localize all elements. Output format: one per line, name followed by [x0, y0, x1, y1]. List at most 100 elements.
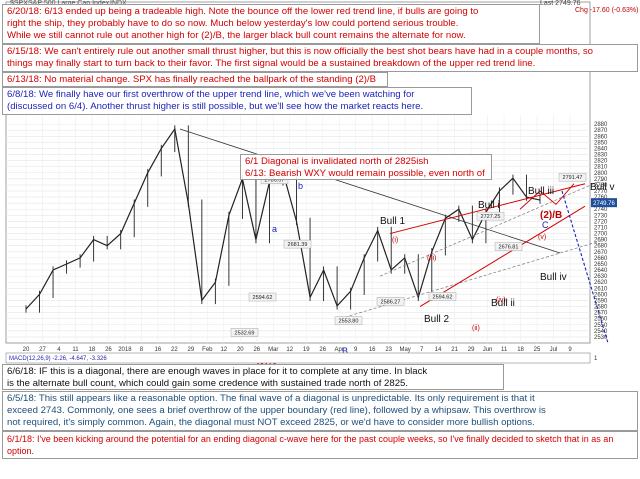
- date-tick-label: 9: [354, 347, 358, 353]
- price-tick-label: 2730: [594, 213, 608, 219]
- price-tick-label: 2560: [594, 317, 608, 323]
- wave-label: C: [542, 220, 549, 230]
- note-invalidation: 6/1 Diagonal is invalidated north of 282…: [240, 154, 492, 180]
- price-tick-label: 2650: [594, 262, 608, 268]
- date-tick-label: 26: [319, 347, 326, 353]
- price-tick-label: 2840: [594, 146, 608, 152]
- price-tick-label: 2860: [594, 134, 608, 140]
- note-6-5-18: 6/5/18: This still appears like a reason…: [2, 391, 638, 431]
- price-tick-label: 2850: [594, 140, 608, 146]
- price-level-box: [376, 297, 405, 306]
- chart-exchange: INDX: [110, 0, 127, 7]
- price-level-box: [428, 292, 457, 301]
- last-price-label: 2749.76: [593, 201, 615, 207]
- macd-label: MACD(12,26,9) -2.26, -4.647, -3.326: [9, 356, 107, 362]
- price-level-label: 2586.27: [381, 299, 401, 305]
- price-level-box: [283, 239, 312, 249]
- projection-path: [561, 190, 609, 344]
- date-tick-label: 12: [286, 347, 293, 353]
- date-tick-label: 25: [534, 347, 541, 353]
- price-tick-label: 2760: [594, 195, 608, 201]
- note-6-13-18: 6/13/18: No material change. SPX has fin…: [2, 72, 388, 87]
- date-tick-label: 29: [468, 347, 475, 353]
- date-tick-label: Jun: [483, 347, 493, 353]
- date-tick-label: 27: [39, 347, 46, 353]
- wave-label: a: [272, 224, 277, 234]
- wave-label: B: [342, 346, 348, 356]
- chart-index-name: S&P 500 Large Cap Index: [28, 0, 109, 7]
- date-tick-label: 7: [420, 347, 424, 353]
- wave-label: Bull 1: [380, 216, 405, 227]
- trend-line-red-lower: [419, 205, 586, 307]
- macd-panel: [5, 352, 591, 364]
- note-6-6-18: 6/6/18: IF this is a diagonal, there are…: [2, 364, 504, 390]
- date-tick-label: 16: [369, 347, 376, 353]
- price-tick-label: 2610: [594, 286, 608, 292]
- price-level-label: 2532.69: [235, 330, 255, 336]
- wave-label: (2)/B: [540, 210, 562, 221]
- price-tick-label: 2640: [594, 268, 608, 274]
- date-tick-label: Apr: [335, 347, 344, 353]
- price-level-label: 2727.25: [481, 214, 501, 220]
- price-tick-label: 2800: [594, 171, 608, 177]
- date-tick-label: 11: [501, 347, 508, 353]
- price-tick-label: 2810: [594, 165, 608, 171]
- wave-label: (iii): [427, 255, 436, 262]
- wave-label: Bull 2: [424, 314, 449, 325]
- price-level-box: [476, 211, 505, 221]
- price-level-label: 2594.62: [253, 295, 273, 301]
- price-tick-label: 2880: [594, 122, 608, 128]
- price-tick-label: 2550: [594, 323, 608, 329]
- price-tick-label: 2830: [594, 153, 608, 159]
- date-tick-label: 22: [171, 347, 178, 353]
- date-tick-label: 2018: [118, 347, 132, 353]
- price-tick-label: 2700: [594, 232, 608, 238]
- chart-change-value: Chg -17.60 (-0.63%): [575, 7, 639, 14]
- date-tick-label: Mar: [268, 347, 278, 353]
- price-level-box: [248, 292, 277, 302]
- price-tick-label: 2820: [594, 159, 608, 165]
- price-tick-label: 2790: [594, 177, 608, 183]
- price-tick-label: 2780: [594, 183, 608, 189]
- price-tick-label: 2630: [594, 274, 608, 280]
- date-tick-label: 23: [385, 347, 392, 353]
- last-price-marker: [591, 198, 617, 208]
- date-tick-label: 18: [89, 347, 96, 353]
- date-tick-label: 21: [451, 347, 458, 353]
- price-tick-label: 2680: [594, 244, 608, 250]
- note-6-15-18: 6/15/18: We can't entirely rule out anot…: [2, 44, 638, 72]
- date-tick-label: 4: [57, 347, 61, 353]
- date-tick-label: 8: [140, 347, 144, 353]
- price-tick-label: 2660: [594, 256, 608, 262]
- price-tick-label: 2600: [594, 292, 608, 298]
- chart-last-value: Last 2749.76: [540, 0, 581, 7]
- date-tick-label: 11: [72, 347, 79, 353]
- date-tick-label: 9: [568, 347, 572, 353]
- note-6-20-18: 6/20/18: 6/13 ended up being a tradeable…: [2, 4, 540, 44]
- date-tick-label: 26: [253, 347, 260, 353]
- price-level-label: 2786.57: [265, 178, 285, 184]
- price-tick-label: 2580: [594, 305, 608, 311]
- note-6-1-18: 6/1/18: I've been kicking around the pot…: [2, 431, 638, 459]
- wave-label: Bull iv: [540, 272, 567, 283]
- date-tick-label: 14: [435, 347, 442, 353]
- price-level-label: 2676.81: [499, 245, 519, 251]
- price-level-label: 2553.80: [339, 319, 359, 325]
- price-tick-label: 2740: [594, 207, 608, 213]
- date-tick-label: May: [399, 347, 410, 353]
- price-level-box: [558, 172, 587, 182]
- note-6-8-18: 6/8/18: We finally have our first overth…: [2, 87, 472, 115]
- price-tick-label: 2590: [594, 298, 608, 304]
- price-tick-label: 2570: [594, 311, 608, 317]
- date-tick-label: 19: [303, 347, 310, 353]
- price-tick-label: 2620: [594, 280, 608, 286]
- price-level-label: 2594.62: [433, 294, 453, 300]
- wave-label: Bull i: [478, 200, 500, 211]
- date-tick-label: 12: [220, 347, 227, 353]
- date-tick-label: Jul: [550, 347, 558, 353]
- macd-tick-label: 1: [594, 356, 598, 362]
- price-tick-label: 2530: [594, 335, 608, 341]
- date-tick-label: 29: [188, 347, 195, 353]
- wave-label: (iv): [496, 297, 506, 304]
- projection-path-red: [519, 183, 575, 210]
